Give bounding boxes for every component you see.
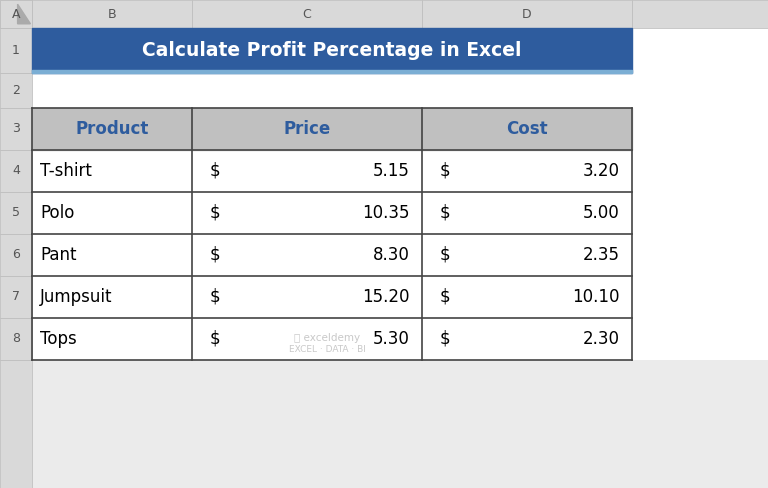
Text: A: A [12,7,20,20]
Bar [632,108,768,150]
Bar [0,73,32,108]
Bar [192,108,422,150]
Text: T-shirt: T-shirt [40,162,92,180]
Text: 🔷 exceldemy: 🔷 exceldemy [294,333,360,343]
Text: $: $ [210,288,220,306]
Text: 7: 7 [12,290,20,304]
Text: 15.20: 15.20 [362,288,410,306]
Bar [192,150,422,192]
Bar [0,0,32,28]
Bar [422,108,632,150]
Text: Tops: Tops [40,330,77,348]
Bar [192,318,422,360]
Text: Jumpsuit: Jumpsuit [40,288,112,306]
Text: Polo: Polo [40,204,74,222]
Text: $: $ [210,330,220,348]
Bar [632,73,768,108]
Text: 6: 6 [12,248,20,262]
Bar [632,318,768,360]
Bar [32,28,632,73]
Text: 8: 8 [12,332,20,346]
Bar [192,0,422,28]
Text: $: $ [440,246,451,264]
Text: Calculate Profit Percentage in Excel: Calculate Profit Percentage in Excel [142,41,521,60]
Bar [32,108,192,150]
Bar [0,276,32,318]
Bar [632,276,768,318]
Text: C: C [303,7,311,20]
Text: 5.30: 5.30 [373,330,410,348]
Bar [0,150,32,192]
Bar [32,318,192,360]
Text: 3.20: 3.20 [583,162,620,180]
Text: 2.30: 2.30 [583,330,620,348]
Bar [192,108,422,150]
Bar [32,150,192,192]
Bar [0,318,32,360]
Bar [192,234,422,276]
Text: D: D [522,7,531,20]
Text: $: $ [440,288,451,306]
Bar [632,150,768,192]
Bar [32,108,192,150]
Bar [192,276,422,318]
Bar [422,276,632,318]
Bar [422,192,632,234]
Bar [632,234,768,276]
Text: B: B [108,7,116,20]
Bar [632,28,768,73]
Text: Pant: Pant [40,246,77,264]
Bar [0,108,32,150]
Text: $: $ [440,162,451,180]
Bar [422,150,632,192]
Bar [632,0,768,28]
Bar [422,108,632,150]
Bar [422,0,632,28]
Text: Cost: Cost [506,120,548,138]
Bar [0,360,32,488]
Bar [632,192,768,234]
Text: $: $ [210,246,220,264]
Bar [422,28,632,73]
Text: 3: 3 [12,122,20,136]
Text: Price: Price [283,120,331,138]
Polygon shape [18,4,31,24]
Text: $: $ [210,162,220,180]
Text: 10.35: 10.35 [362,204,410,222]
Bar [0,28,32,73]
Text: EXCEL · DATA · BI: EXCEL · DATA · BI [289,346,366,354]
Text: 5: 5 [12,206,20,220]
Text: $: $ [210,204,220,222]
Text: $: $ [440,330,451,348]
Text: 2: 2 [12,84,20,97]
Bar [32,28,192,73]
Text: 4: 4 [12,164,20,178]
Bar [32,276,192,318]
Bar [32,70,632,73]
Bar [422,73,632,108]
Bar [422,318,632,360]
Bar [32,73,192,108]
Text: 1: 1 [12,44,20,57]
Bar [0,234,32,276]
Bar [192,192,422,234]
Text: 10.10: 10.10 [572,288,620,306]
Bar [192,73,422,108]
Bar [192,28,422,73]
Text: Product: Product [75,120,149,138]
Bar [0,192,32,234]
Bar [32,0,192,28]
Text: 8.30: 8.30 [373,246,410,264]
Text: 5.15: 5.15 [373,162,410,180]
Bar [422,234,632,276]
Bar [0,0,32,28]
Bar [32,192,192,234]
Text: 5.00: 5.00 [583,204,620,222]
Bar [32,234,192,276]
Text: 2.35: 2.35 [583,246,620,264]
Text: $: $ [440,204,451,222]
